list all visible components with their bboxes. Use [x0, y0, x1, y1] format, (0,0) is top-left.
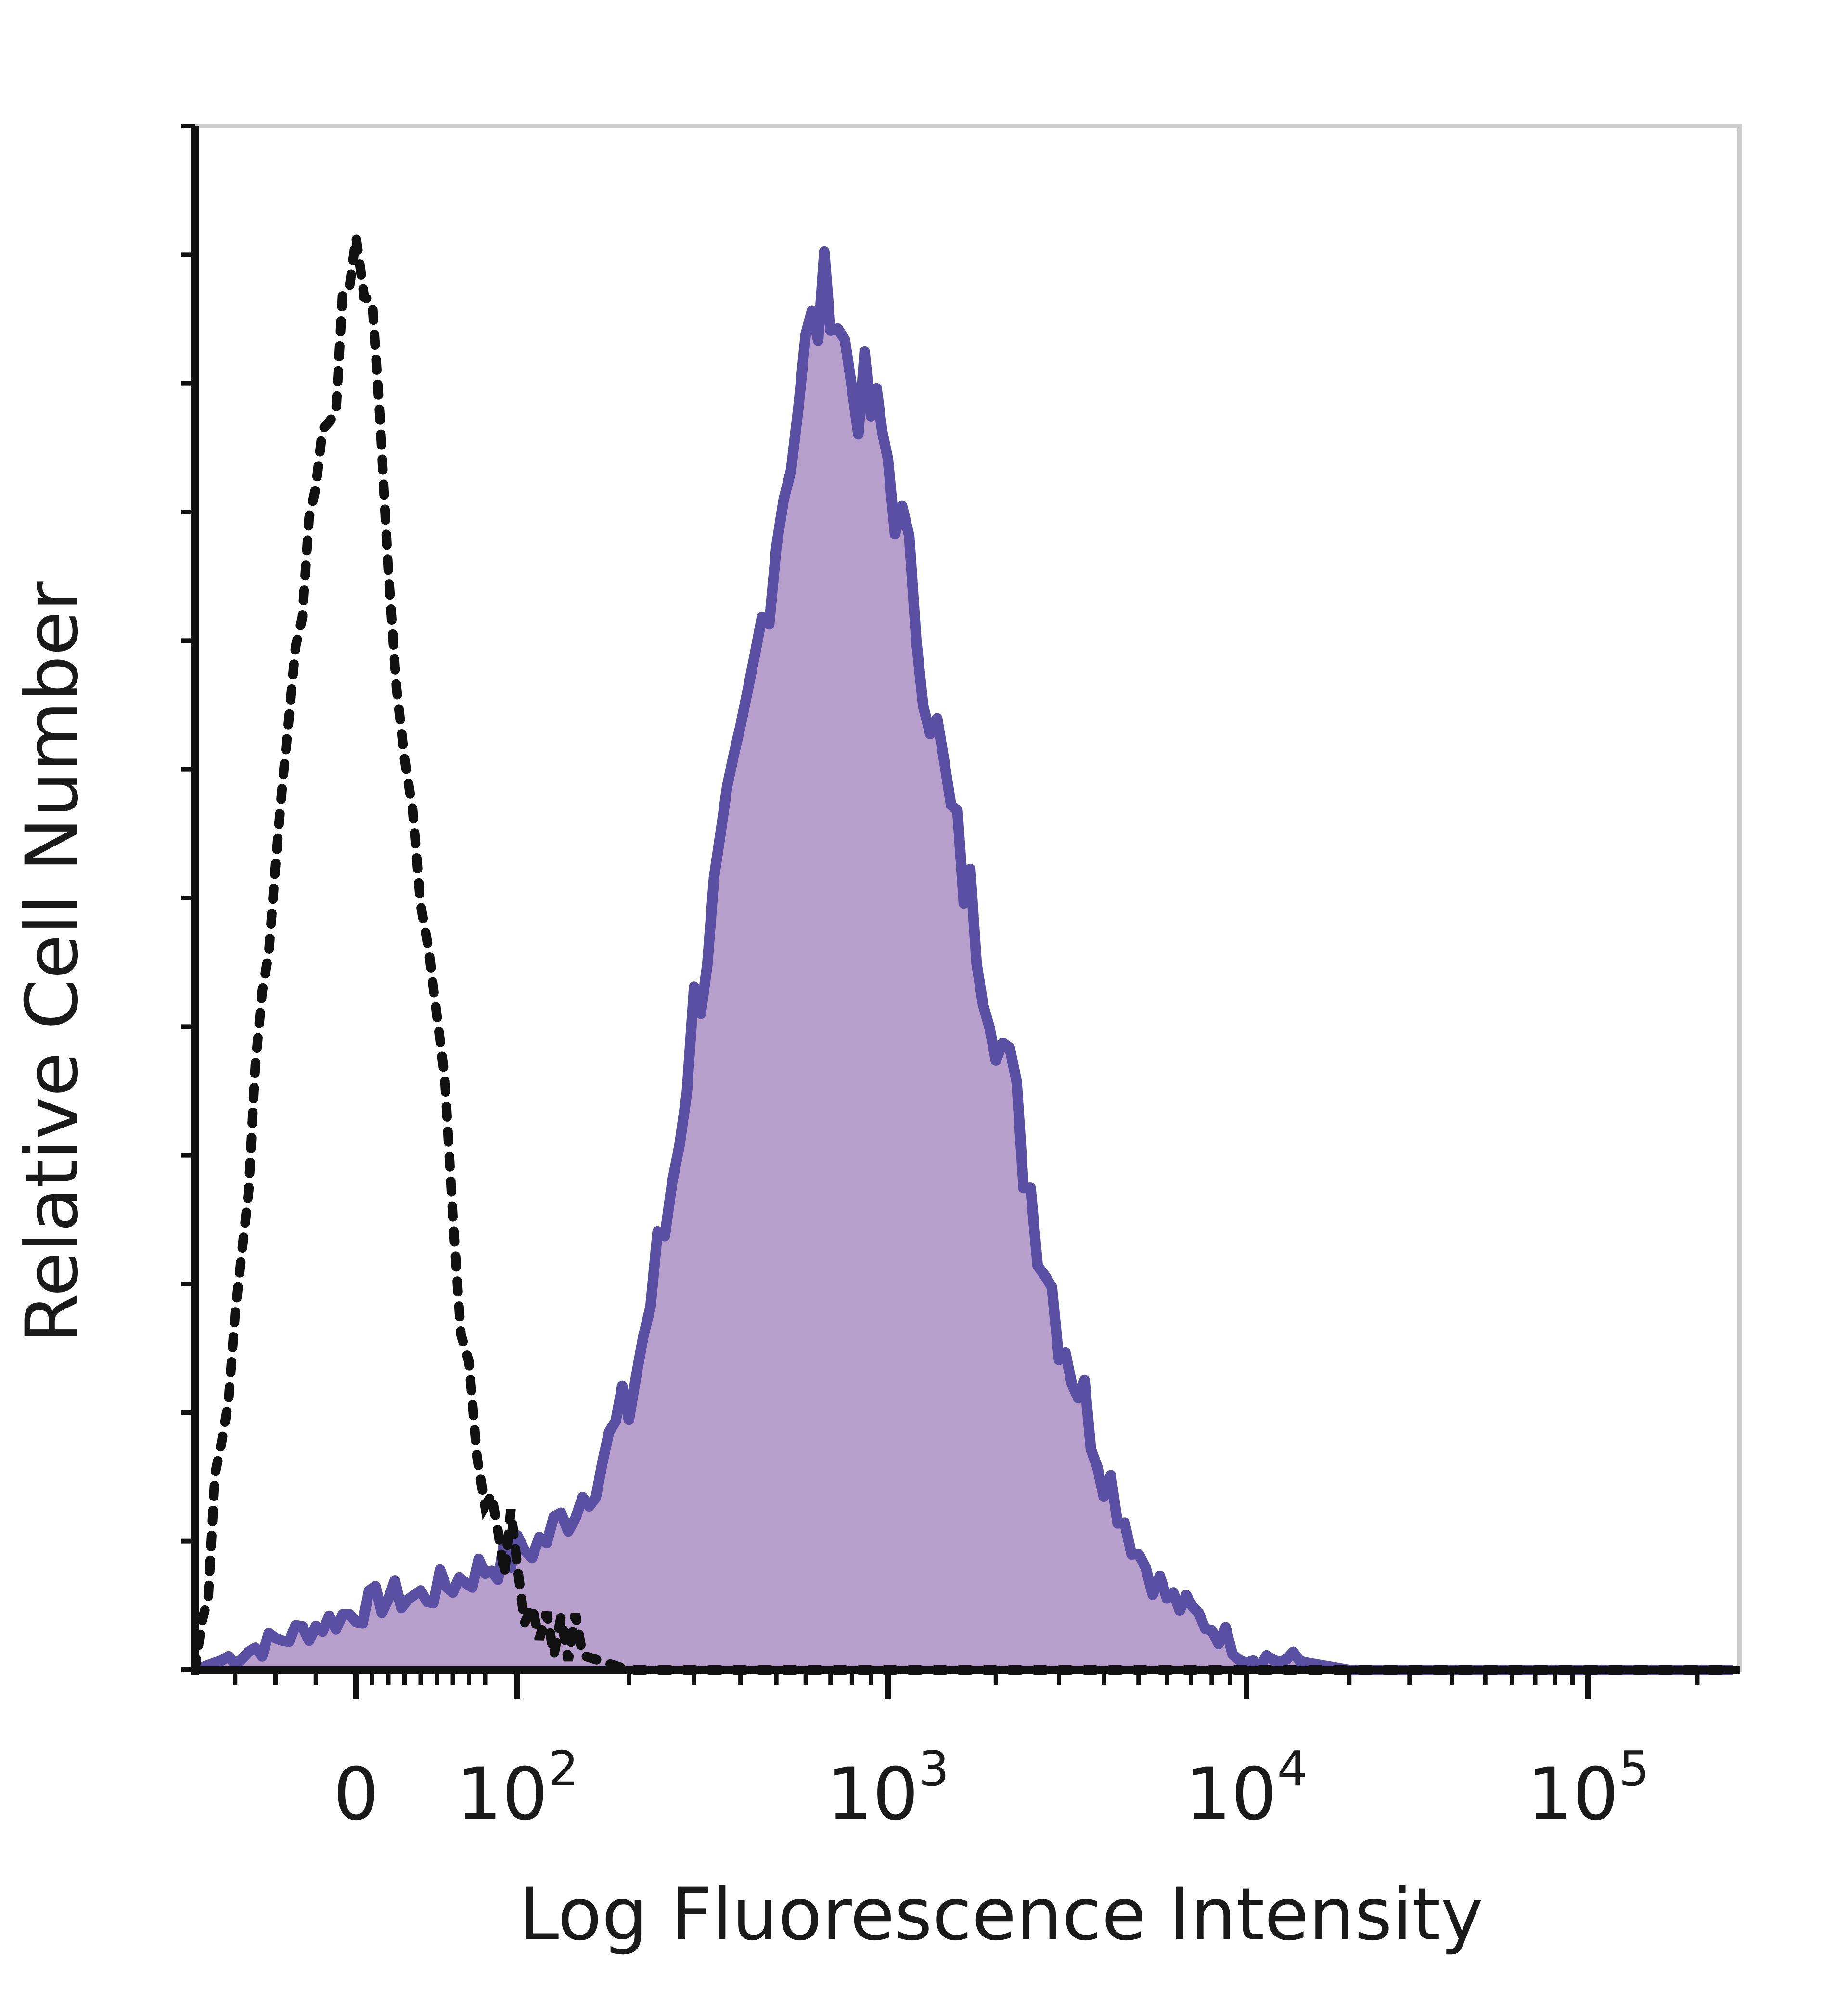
x-tick-label: 103	[827, 1741, 950, 1836]
stained-histogram-fill	[195, 251, 1732, 1670]
x-tick-label: 102	[456, 1741, 579, 1836]
y-axis-label: Relative Cell Number	[11, 581, 94, 1344]
axes-layer	[181, 124, 1742, 1699]
x-tick-label: 104	[1185, 1741, 1308, 1836]
x-tick-label: 105	[1527, 1741, 1650, 1836]
series-layer	[190, 237, 1737, 1675]
x-tick-labels: 0 102 103 104 105	[333, 1741, 1649, 1836]
x-tick-label: 0	[333, 1753, 379, 1836]
x-axis-label: Log Fluorescence Intensity	[519, 1873, 1483, 1957]
